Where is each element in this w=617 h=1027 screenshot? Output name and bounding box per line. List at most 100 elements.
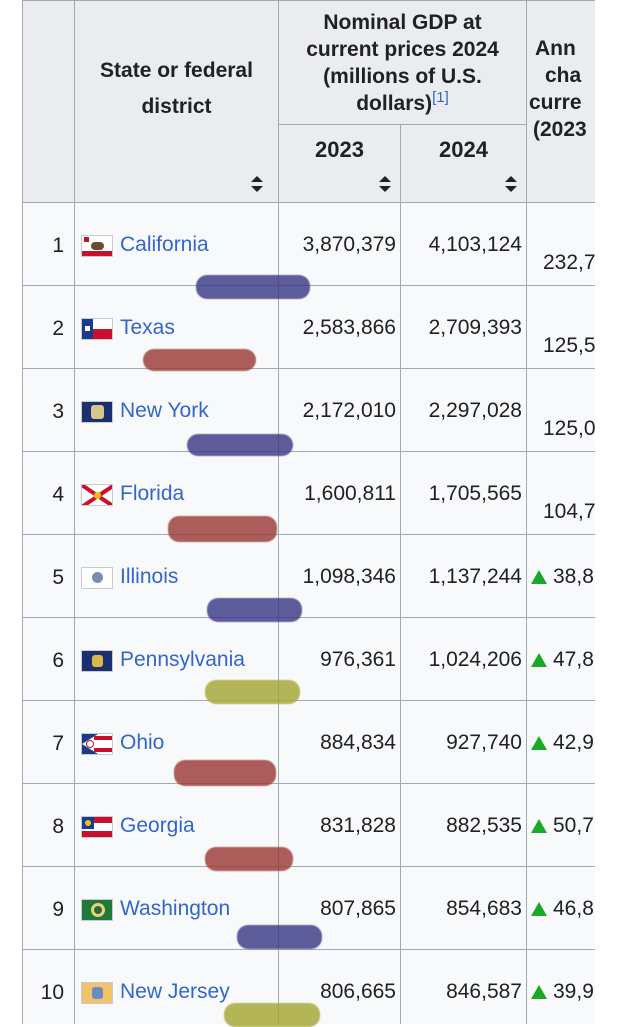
table-row: 10 New Jersey 806,665 846,587 39,9 (22, 949, 595, 1024)
state-cell: Pennsylvania (74, 617, 279, 701)
state-link-washington[interactable]: Washington (120, 897, 231, 920)
rank-value: 1 (52, 234, 64, 257)
gdp-2023-value: 3,870,379 (302, 233, 396, 256)
year-2023-header[interactable]: 2023 (278, 124, 401, 203)
rank-value: 4 (52, 483, 64, 506)
marker-stroke (207, 598, 302, 622)
year-2024-header[interactable]: 2024 (400, 124, 527, 203)
state-cell: New Jersey (74, 949, 279, 1024)
illinois-flag-icon (81, 567, 113, 589)
state-link-ohio[interactable]: Ohio (120, 731, 165, 754)
gdp-2023-value: 976,361 (320, 648, 396, 671)
marker-stroke (187, 434, 293, 456)
annual-change-value: 42,9 (553, 731, 594, 754)
gdp-2024-cell: 927,740 (400, 700, 527, 784)
gdp-2023-cell: 807,865 (278, 866, 401, 950)
rank-header (22, 0, 75, 203)
annual-change-value: 50,7 (553, 814, 594, 837)
gdp-2023-cell: 2,583,866 (278, 285, 401, 369)
gdp-2023-value: 2,583,866 (302, 316, 396, 339)
state-link-texas[interactable]: Texas (120, 316, 175, 339)
annual-change-header-line2: cha (545, 64, 582, 87)
increase-arrow-icon (531, 985, 547, 999)
state-link-illinois[interactable]: Illinois (120, 565, 179, 588)
table-row: 5 Illinois 1,098,346 1,137,244 38,8 (22, 534, 595, 618)
marker-stroke (143, 349, 256, 371)
annual-change-cell: 125,0 (526, 368, 595, 452)
gdp-2023-cell: 3,870,379 (278, 202, 401, 286)
rank-value: 9 (52, 898, 64, 921)
state-header-label: State or federal district (100, 59, 253, 118)
sort-icon[interactable] (251, 176, 263, 192)
sort-icon[interactable] (505, 176, 517, 192)
new-york-flag-icon (81, 401, 113, 423)
annual-change-value: 47,8 (553, 648, 594, 671)
annual-change-text: 47,8 (531, 648, 594, 672)
state-link-pennsylvania[interactable]: Pennsylvania (120, 648, 245, 671)
gdp-2023-value: 807,865 (320, 897, 396, 920)
table-row: 6 Pennsylvania 976,361 1,024,206 47,8 (22, 617, 595, 701)
marker-stroke (205, 847, 293, 871)
florida-flag-icon (81, 484, 113, 506)
marker-stroke (205, 680, 300, 704)
annual-change-text: 50,7 (531, 814, 594, 838)
gdp-2024-cell: 854,683 (400, 866, 527, 950)
state-column-header[interactable]: State or federal district (74, 0, 279, 203)
ohio-flag-icon (81, 733, 113, 755)
annual-change-cell: 38,8 (526, 534, 595, 618)
state-link-california[interactable]: California (120, 233, 209, 256)
rank-value: 7 (52, 732, 64, 755)
gdp-2023-cell: 831,828 (278, 783, 401, 867)
rank-value: 6 (52, 649, 64, 672)
state-link-georgia[interactable]: Georgia (120, 814, 195, 837)
rank-value: 3 (52, 400, 64, 423)
gdp-2024-cell: 2,709,393 (400, 285, 527, 369)
table-row: 3 New York 2,172,010 2,297,028 125,0 (22, 368, 595, 452)
gdp-2024-value: 927,740 (446, 731, 522, 754)
gdp-2023-cell: 1,600,811 (278, 451, 401, 535)
table-row: 4 Florida 1,600,811 1,705,565 104,7 (22, 451, 595, 535)
annual-change-cell: 125,5 (526, 285, 595, 369)
annual-change-text: 46,8 (531, 897, 594, 921)
washington-flag-icon (81, 899, 113, 921)
gdp-2024-cell: 882,535 (400, 783, 527, 867)
annual-change-cell: 39,9 (526, 949, 595, 1024)
table-row: 7 Ohio 884,834 927,740 42,9 (22, 700, 595, 784)
annual-change-cell: 232,7 (526, 202, 595, 286)
annual-change-value: 38,8 (553, 565, 594, 588)
gdp-2024-cell: 1,024,206 (400, 617, 527, 701)
annual-change-cell: 42,9 (526, 700, 595, 784)
year-2024-header-label: 2024 (439, 137, 488, 162)
increase-arrow-icon (531, 653, 547, 667)
marker-stroke (168, 516, 277, 542)
annual-change-header[interactable]: Ann cha curre (2023 (526, 0, 595, 203)
increase-arrow-icon (531, 570, 547, 584)
rank-cell: 6 (22, 617, 75, 701)
gdp-2024-value: 2,297,028 (428, 399, 522, 422)
gdp-group-header-label: Nominal GDP at current prices 2024 (mill… (279, 9, 526, 117)
gdp-2024-cell: 1,137,244 (400, 534, 527, 618)
state-link-new-jersey[interactable]: New Jersey (120, 980, 230, 1003)
annual-change-cell: 104,7 (526, 451, 595, 535)
reference-link[interactable]: [1] (432, 89, 449, 106)
increase-arrow-icon (531, 736, 547, 750)
marker-stroke (237, 925, 322, 949)
table-row: 9 Washington 807,865 854,683 46,8 (22, 866, 595, 950)
gdp-2023-cell: 2,172,010 (278, 368, 401, 452)
annual-change-text: 38,8 (531, 565, 594, 589)
gdp-2024-value: 1,024,206 (428, 648, 522, 671)
rank-cell: 10 (22, 949, 75, 1024)
annual-change-header-line1: Ann (535, 37, 576, 60)
state-link-florida[interactable]: Florida (120, 482, 185, 505)
gdp-2023-value: 806,665 (320, 980, 396, 1003)
sort-icon[interactable] (379, 176, 391, 192)
table-row: 8 Georgia 831,828 882,535 50,7 (22, 783, 595, 867)
annual-change-value: 125,0 (543, 417, 595, 440)
state-link-new-york[interactable]: New York (120, 399, 209, 422)
annual-change-header-label: Ann cha curre (2023 (529, 35, 587, 143)
gdp-2024-value: 1,705,565 (428, 482, 522, 505)
pennsylvania-flag-icon (81, 650, 113, 672)
annual-change-header-line4: (2023 (533, 118, 587, 141)
rank-cell: 5 (22, 534, 75, 618)
marker-stroke (224, 1003, 320, 1027)
